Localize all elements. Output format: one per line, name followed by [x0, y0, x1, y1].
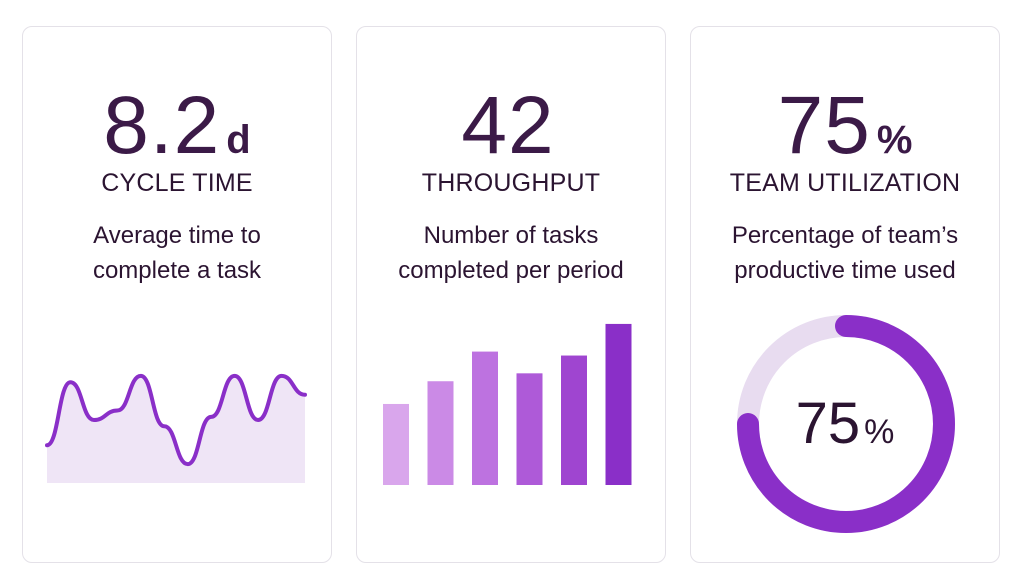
cycle-time-unit: d — [226, 118, 251, 162]
cycle-time-area-chart — [45, 373, 307, 483]
team-utilization-number: 75 — [777, 80, 871, 171]
throughput-number: 42 — [461, 80, 555, 171]
donut-center-unit: % — [864, 413, 895, 451]
team-utilization-desc-line-1: Percentage of team’s — [731, 222, 959, 249]
cycle-time-title: CYCLE TIME — [101, 169, 253, 197]
cycle-time-number: 8.2 — [103, 80, 221, 171]
area-fill — [47, 375, 305, 483]
cycle-time-desc-line-2: complete a task — [92, 257, 262, 284]
throughput-bar-5 — [561, 355, 587, 485]
team-utilization-card: 75% TEAM UTILIZATION Percentage of team’… — [690, 26, 1000, 563]
throughput-bar-4 — [516, 373, 543, 485]
throughput-desc-line-1: Number of tasks — [423, 222, 599, 249]
throughput-card: 42 THROUGHPUT Number of tasks completed … — [356, 26, 666, 563]
team-utilization-title: TEAM UTILIZATION — [729, 169, 961, 197]
cycle-time-description: Average time to complete a task — [23, 218, 331, 288]
donut-progress-arc — [737, 315, 955, 533]
team-utilization-unit: % — [876, 118, 913, 162]
throughput-bar-6 — [605, 323, 632, 485]
team-utilization-desc-line-2: productive time used — [734, 257, 956, 284]
area-line — [45, 373, 307, 467]
cycle-time-card: 8.2 d CYCLE TIME Average time to complete… — [22, 26, 332, 563]
donut-center-number: 75 — [795, 391, 861, 456]
throughput-description: Number of tasks completed per period — [357, 218, 665, 288]
donut-center-label: 75% — [691, 395, 999, 453]
throughput-bar-chart — [383, 323, 632, 485]
throughput-bar-3 — [472, 351, 498, 485]
cycle-time-desc-line-1: Average time to — [93, 222, 261, 249]
team-utilization-description: Percentage of team’s productive time use… — [691, 218, 999, 288]
cycle-time-value: 8.2 d — [23, 85, 331, 167]
throughput-title: THROUGHPUT — [421, 169, 601, 197]
team-utilization-donut-chart — [737, 315, 955, 533]
throughput-desc-line-2: completed per period — [398, 257, 624, 284]
team-utilization-value: 75% — [691, 85, 999, 167]
throughput-bar-1 — [383, 403, 409, 485]
throughput-bar-2 — [427, 381, 454, 485]
throughput-value: 42 — [357, 85, 665, 167]
